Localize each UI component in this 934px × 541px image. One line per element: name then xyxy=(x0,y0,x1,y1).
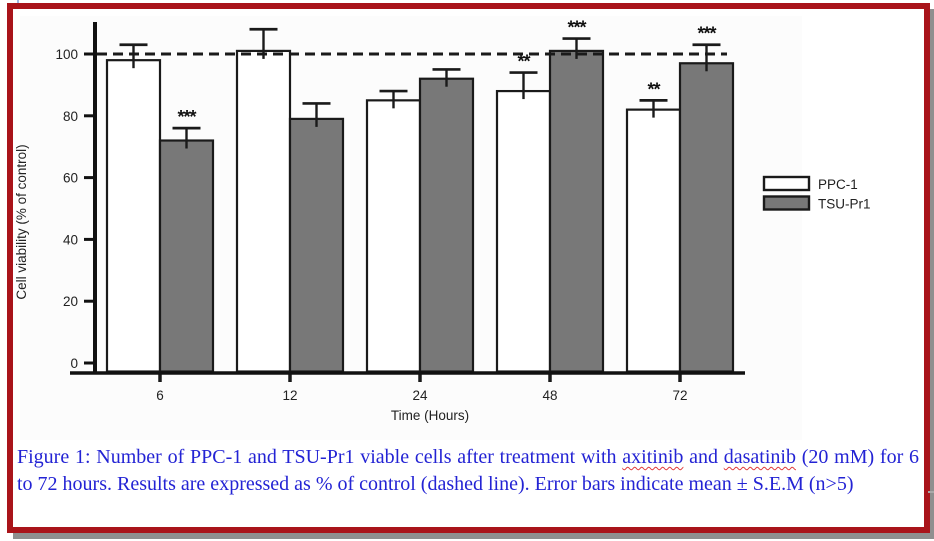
x-tick-label: 24 xyxy=(412,388,428,403)
bar-tsupr1-12h xyxy=(288,117,345,373)
significance-marker: ** xyxy=(647,79,660,99)
legend-swatch-ppc1 xyxy=(762,175,811,192)
significance-marker: *** xyxy=(567,18,586,38)
bar-tsupr1-6h xyxy=(158,139,215,373)
y-tick-label: 60 xyxy=(63,171,78,186)
x-tick-label: 48 xyxy=(542,388,557,403)
y-tick-label: 0 xyxy=(70,356,78,371)
x-axis-title: Time (Hours) xyxy=(391,408,469,423)
x-tick-label: 6 xyxy=(156,388,164,403)
y-tick-label: 100 xyxy=(55,47,78,62)
y-axis-title: Cell viability (% of control) xyxy=(14,144,29,299)
bar-ppc1-72h xyxy=(625,108,682,373)
bar-tsupr1-48h xyxy=(548,49,605,373)
caption-text: (20 mM) for 6 to 72 hours. Results are e… xyxy=(17,446,919,495)
figure-caption: Figure 1: Number of PPC-1 and TSU-Pr1 vi… xyxy=(17,444,919,498)
x-tick-label: 72 xyxy=(672,388,687,403)
edge-dash-artifact xyxy=(928,491,934,493)
legend-label: TSU-Pr1 xyxy=(818,197,871,212)
legend-swatch-tsupr1 xyxy=(762,195,811,211)
y-tick-label: 80 xyxy=(63,109,78,124)
caption-word-axitinib: axitinib xyxy=(622,446,684,468)
bar-tsupr1-72h xyxy=(678,62,735,373)
significance-marker: *** xyxy=(177,107,196,127)
caption-text: and xyxy=(683,446,724,468)
legend-label: PPC-1 xyxy=(818,177,858,192)
bar-ppc1-12h xyxy=(235,49,292,373)
bar-ppc1-24h xyxy=(365,99,422,373)
bar-ppc1-6h xyxy=(105,59,162,373)
caption-text: Figure 1: Number of PPC-1 and TSU-Pr1 vi… xyxy=(17,446,623,468)
bar-tsupr1-24h xyxy=(418,77,475,373)
significance-marker: *** xyxy=(697,24,716,44)
caption-word-dasatinib: dasatinib xyxy=(723,446,796,468)
bar-ppc1-48h xyxy=(495,89,552,373)
table-marker-artifact xyxy=(17,0,19,4)
y-tick-label: 40 xyxy=(63,232,78,247)
x-tick-label: 12 xyxy=(282,388,297,403)
significance-marker: ** xyxy=(517,52,530,72)
y-tick-label: 20 xyxy=(63,294,78,309)
